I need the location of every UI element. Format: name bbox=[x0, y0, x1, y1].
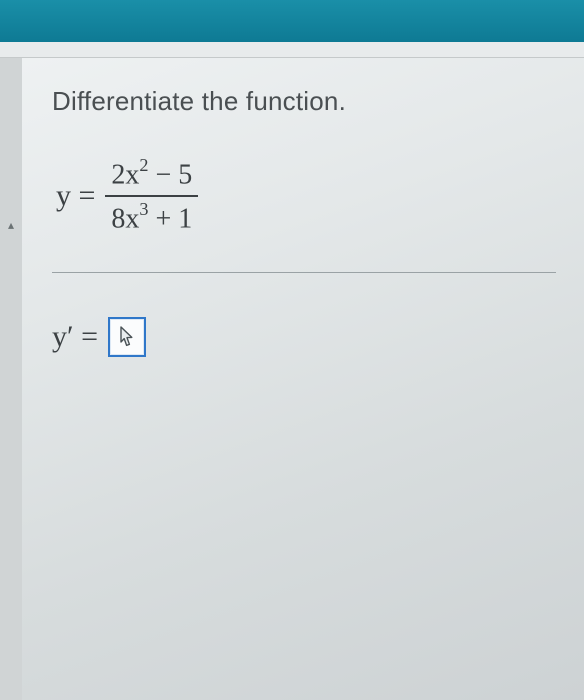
window-titlebar bbox=[0, 0, 584, 42]
answer-lhs: y′ = bbox=[52, 320, 98, 354]
denom-exp: 3 bbox=[139, 199, 148, 219]
fraction-denominator: 8x3 + 1 bbox=[105, 201, 198, 235]
equation-lhs: y = bbox=[56, 179, 95, 213]
answer-row: y′ = bbox=[52, 317, 556, 357]
main-area: ▴ Differentiate the function. y = 2x2 − … bbox=[0, 58, 584, 700]
answer-input[interactable] bbox=[108, 317, 146, 357]
scroll-up-icon[interactable]: ▴ bbox=[4, 218, 18, 232]
fraction-bar bbox=[105, 195, 198, 197]
left-scroll-gutter: ▴ bbox=[0, 58, 22, 700]
numer-base: 2x bbox=[111, 159, 139, 190]
fraction-numerator: 2x2 − 5 bbox=[105, 157, 198, 191]
denom-rest: + 1 bbox=[149, 204, 193, 235]
cursor-icon bbox=[119, 326, 135, 348]
denom-base: 8x bbox=[111, 204, 139, 235]
instruction-text: Differentiate the function. bbox=[52, 86, 556, 117]
equation-row: y = 2x2 − 5 8x3 + 1 bbox=[56, 157, 556, 236]
given-equation: y = 2x2 − 5 8x3 + 1 bbox=[56, 157, 556, 236]
section-divider bbox=[52, 272, 556, 273]
fraction: 2x2 − 5 8x3 + 1 bbox=[105, 157, 198, 236]
numer-rest: − 5 bbox=[149, 159, 193, 190]
numer-exp: 2 bbox=[139, 155, 148, 175]
toolbar-gap bbox=[0, 42, 584, 58]
question-panel: Differentiate the function. y = 2x2 − 5 … bbox=[22, 58, 584, 700]
